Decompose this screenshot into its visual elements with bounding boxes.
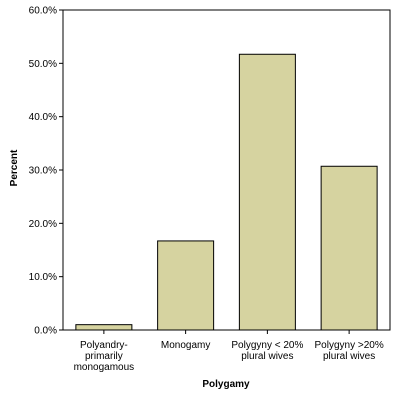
bar (157, 240, 215, 331)
x-tick-label: Polygyny < 20% plural wives (231, 340, 303, 362)
x-tick-label: Polygyny >20% plural wives (315, 340, 384, 362)
x-tick-label: Polyandry-primarily monogamous (74, 340, 135, 373)
x-tick-label: Monogamy (161, 340, 210, 351)
y-tick-label: 0.0% (34, 326, 57, 337)
y-tick-label: 30.0% (29, 166, 57, 177)
y-tick-label: 20.0% (29, 219, 57, 230)
bar (320, 165, 378, 331)
y-tick-label: 40.0% (29, 112, 57, 123)
bar (238, 53, 296, 331)
y-tick-label: 60.0% (29, 6, 57, 17)
bar (75, 324, 133, 331)
y-tick-label: 50.0% (29, 59, 57, 70)
y-tick-label: 10.0% (29, 272, 57, 283)
y-axis-title: Percent (9, 149, 20, 186)
x-axis-title: Polygamy (202, 379, 250, 390)
